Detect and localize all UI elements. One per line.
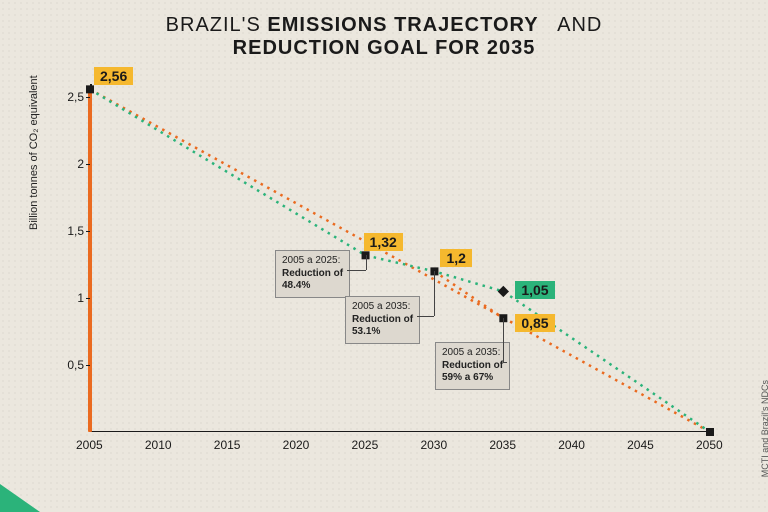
title-part4: REDUCTION GOAL FOR 2035 — [233, 37, 536, 59]
x-tick: 2015 — [214, 438, 241, 452]
leader-line — [347, 270, 366, 271]
x-tick: 2030 — [420, 438, 447, 452]
x-tick: 2035 — [489, 438, 516, 452]
y-tick-mark — [86, 164, 90, 165]
chart-svg — [90, 84, 710, 456]
leader-line — [417, 316, 434, 317]
value-label: 1,32 — [364, 233, 403, 251]
y-tick: 1 — [60, 291, 84, 305]
y-tick: 1,5 — [60, 224, 84, 238]
y-tick-mark — [86, 97, 90, 98]
series-line — [434, 271, 503, 318]
y-tick-mark — [86, 298, 90, 299]
leader-line — [366, 255, 367, 270]
y-tick: 0,5 — [60, 358, 84, 372]
data-marker — [498, 286, 509, 297]
chart-title: BRAZIL'S EMISSIONS TRAJECTORY AND REDUCT… — [0, 14, 768, 60]
annotation-box: 2005 a 2035:Reduction of59% a 67% — [435, 342, 510, 390]
y-tick-mark — [86, 231, 90, 232]
x-tick: 2025 — [352, 438, 379, 452]
value-label: 0,85 — [515, 314, 554, 332]
x-tick: 2050 — [696, 438, 723, 452]
x-tick: 2020 — [283, 438, 310, 452]
leader-line — [503, 362, 507, 363]
x-tick: 2040 — [558, 438, 585, 452]
y-tick: 2,5 — [60, 90, 84, 104]
source-credit: MCTI and Brazil's NDCs — [760, 380, 768, 477]
y-tick: 2 — [60, 157, 84, 171]
title-part1: BRAZIL'S — [166, 14, 268, 36]
title-part3: AND — [557, 14, 602, 36]
chart-canvas: BRAZIL'S EMISSIONS TRAJECTORY AND REDUCT… — [0, 0, 768, 512]
x-tick: 2005 — [76, 438, 103, 452]
annotation-box: 2005 a 2035:Reduction of53.1% — [345, 296, 420, 344]
leader-line — [434, 271, 435, 316]
value-label: 1,05 — [515, 281, 554, 299]
corner-triangle-icon — [0, 484, 40, 512]
data-marker — [706, 428, 714, 436]
value-label: 2,56 — [94, 67, 133, 85]
y-axis-label: Billion tonnes of CO₂ equivalent — [28, 75, 40, 230]
leader-line — [503, 318, 504, 362]
x-tick: 2010 — [145, 438, 172, 452]
series-line — [90, 89, 710, 432]
x-tick: 2045 — [627, 438, 654, 452]
title-part2: EMISSIONS TRAJECTORY — [267, 14, 538, 36]
annotation-box: 2005 a 2025:Reduction of48.4% — [275, 250, 350, 298]
value-label: 1,2 — [440, 249, 471, 267]
data-marker — [86, 85, 94, 93]
plot-area: 2005201020152020202520302035204020452050… — [90, 84, 710, 456]
y-tick-mark — [86, 365, 90, 366]
